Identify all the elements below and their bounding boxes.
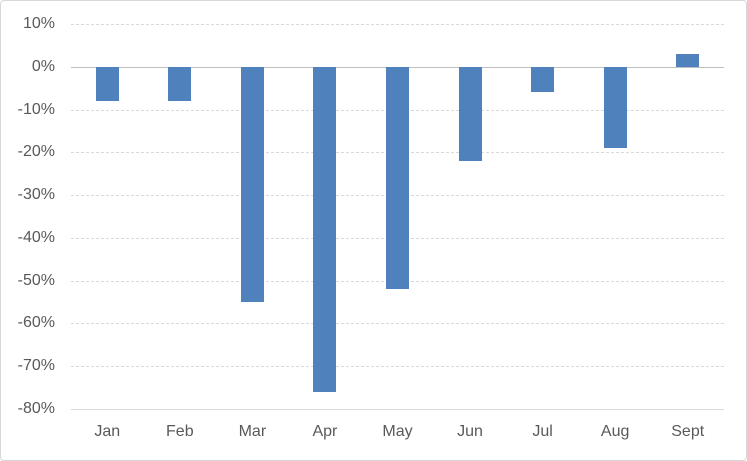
bar-apr[interactable] <box>313 66 337 392</box>
gridline <box>71 24 724 25</box>
bar-sept[interactable] <box>676 53 700 67</box>
bar-jun[interactable] <box>458 66 482 161</box>
x-category-label-aug: Aug <box>600 423 630 440</box>
x-category-label-jun: Jun <box>457 423 483 440</box>
x-category-label-apr: Apr <box>312 423 338 440</box>
y-tick-label: -10% <box>17 100 55 118</box>
y-tick-label: -50% <box>17 271 55 289</box>
gridline <box>71 409 724 410</box>
bar-mar[interactable] <box>240 66 264 303</box>
x-category-label-jul: Jul <box>532 423 553 440</box>
y-tick-label: -30% <box>17 186 55 204</box>
bar-feb[interactable] <box>168 66 192 101</box>
plot-area <box>71 24 724 410</box>
bar-may[interactable] <box>386 66 409 290</box>
bar-jan[interactable] <box>95 66 119 101</box>
y-tick-label: -70% <box>17 357 55 375</box>
x-category-label-may: May <box>382 423 413 440</box>
x-category-label-jan: Jan <box>94 423 121 440</box>
y-tick-label: -80% <box>17 400 55 417</box>
y-tick-label: 10% <box>22 15 55 32</box>
y-tick-label: -20% <box>17 143 55 161</box>
y-tick-label: 0% <box>31 57 55 75</box>
gridline <box>71 323 724 325</box>
bar-aug[interactable] <box>603 66 627 149</box>
y-tick-label: -40% <box>17 228 55 246</box>
y-tick-label: -60% <box>17 314 55 332</box>
x-category-label-sept: Sept <box>671 423 705 440</box>
x-category-label-feb: Feb <box>166 423 194 440</box>
x-category-label-mar: Mar <box>238 423 267 440</box>
bar-jul[interactable] <box>531 66 555 93</box>
gridline <box>71 366 724 368</box>
